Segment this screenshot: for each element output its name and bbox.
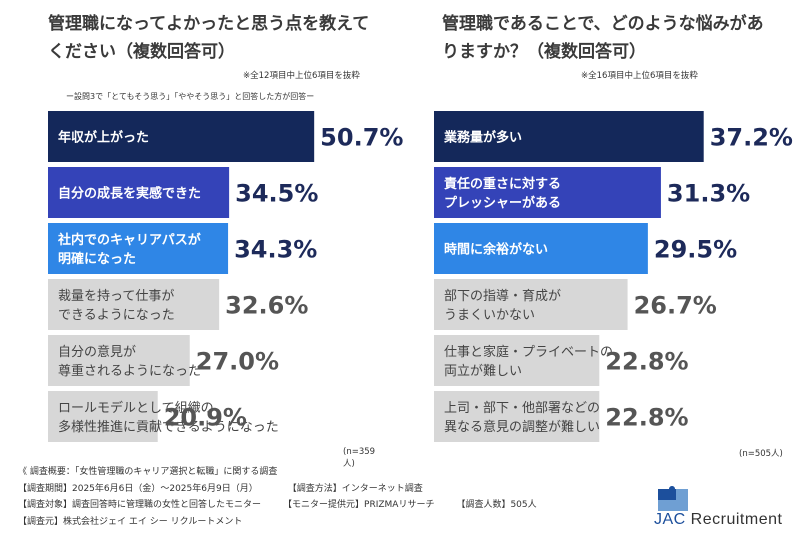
chart-panel-left: 管理職になってよかったと思う点を教えてください（複数回答可） ※全12項目中上位… bbox=[0, 0, 403, 470]
sample-size-left: (n=359人) bbox=[343, 447, 376, 469]
footer-overview: 《 調査概要：「女性管理職のキャリア選択と転職」に関する調査 bbox=[18, 467, 278, 477]
value-label: 22.8% bbox=[605, 404, 688, 432]
category-label: 異なる意見の調整が難しい bbox=[444, 419, 600, 435]
category-label: 明確になった bbox=[58, 251, 136, 267]
category-label: ロールモデルとして組織の bbox=[58, 400, 214, 416]
value-label: 20.9% bbox=[164, 404, 247, 432]
category-label: 責任の重さに対する bbox=[444, 176, 561, 192]
bar bbox=[48, 167, 230, 218]
bar bbox=[48, 279, 220, 330]
chart-note-right: ※全16項目中上位6項目を抜粋 bbox=[581, 71, 698, 81]
footer-provider: 【モニター提供元】PRIZMAリサーチ bbox=[283, 500, 435, 510]
category-label: 部下の指導・育成が bbox=[444, 288, 561, 304]
value-label: 27.0% bbox=[196, 348, 279, 376]
category-label: うまくいかない bbox=[444, 308, 535, 323]
footer-method: 【調査方法】インターネット調査 bbox=[287, 483, 423, 494]
value-label: 26.7% bbox=[634, 292, 717, 320]
footer-period: 【調査期間】2025年6月6日（金）〜2025年6月9日（月） bbox=[18, 483, 258, 494]
category-label: 業務量が多い bbox=[443, 130, 522, 146]
category-label: 自分の成長を実感できた bbox=[58, 186, 201, 202]
jac-recruitment-logo: JAC Recruitment bbox=[654, 483, 794, 529]
bar bbox=[434, 279, 628, 330]
value-label: 22.8% bbox=[605, 348, 688, 376]
category-label: 多様性推進に貢献できるようになった bbox=[58, 419, 279, 435]
value-label: 50.7% bbox=[320, 124, 403, 152]
category-label: 尊重されるようになった bbox=[58, 363, 201, 379]
value-label: 34.3% bbox=[234, 236, 317, 264]
chart-title-right: 管理職であることで、どのような悩みがありますか？（複数回答可） bbox=[442, 14, 764, 62]
category-label: 自分の意見が bbox=[58, 344, 136, 360]
puzzle-logo-icon bbox=[658, 486, 688, 511]
chart-panel-right: 管理職であることで、どのような悩みがありますか？（複数回答可） ※全16項目中上… bbox=[420, 0, 800, 470]
bar-chart-left: 年収が上がった 50.7% 自分の成長を実感できた 34.5% 社内でのキャリアパスが明… bbox=[48, 111, 403, 442]
category-label: 裁量を持って仕事が bbox=[58, 288, 174, 304]
value-label: 37.2% bbox=[710, 124, 793, 152]
bar bbox=[434, 335, 600, 386]
chart-subnote-left: ー設問3で「とてもそう思う」「ややそう思う」と回答した方が回答ー bbox=[66, 92, 315, 101]
bar bbox=[48, 391, 158, 442]
value-label: 29.5% bbox=[654, 236, 737, 264]
sample-size-right: (n=505人) bbox=[739, 449, 783, 459]
category-label: 両立が難しい bbox=[444, 364, 522, 379]
category-label: 社内でのキャリアパスが bbox=[57, 232, 201, 248]
value-label: 34.5% bbox=[235, 180, 318, 208]
bar bbox=[434, 223, 648, 274]
bar bbox=[48, 335, 190, 386]
logo-jac-text: JAC bbox=[654, 511, 686, 528]
footer-count: 【調査人数】505人 bbox=[456, 500, 537, 510]
bar bbox=[434, 391, 600, 442]
value-label: 32.6% bbox=[225, 292, 308, 320]
chart-note-left: ※全12項目中上位6項目を抜粋 bbox=[243, 71, 360, 81]
bar bbox=[434, 111, 704, 162]
category-label: できるようになった bbox=[58, 308, 175, 323]
footer-organizer: 【調査元】株式会社ジェイ エイ シー リクルートメント bbox=[18, 516, 243, 527]
category-label: プレッシャーがある bbox=[444, 195, 561, 211]
chart-title-left: 管理職になってよかったと思う点を教えてください（複数回答可） bbox=[48, 14, 370, 62]
category-label: 年収が上がった bbox=[58, 130, 149, 146]
category-label: 時間に余裕がない bbox=[444, 242, 548, 258]
bar bbox=[48, 111, 315, 162]
footer-target: 【調査対象】調査回答時に管理職の女性と回答したモニター bbox=[18, 500, 262, 510]
logo-recruitment-text: Recruitment bbox=[685, 511, 783, 528]
survey-footer: 《 調査概要：「女性管理職のキャリア選択と転職」に関する調査 【調査期間】202… bbox=[18, 464, 658, 530]
value-label: 31.3% bbox=[667, 180, 750, 208]
category-label: 仕事と家庭・プライベートの bbox=[444, 344, 613, 360]
bar bbox=[48, 223, 229, 274]
category-label: 上司・部下・他部署などの bbox=[444, 401, 600, 416]
bar bbox=[434, 167, 661, 218]
